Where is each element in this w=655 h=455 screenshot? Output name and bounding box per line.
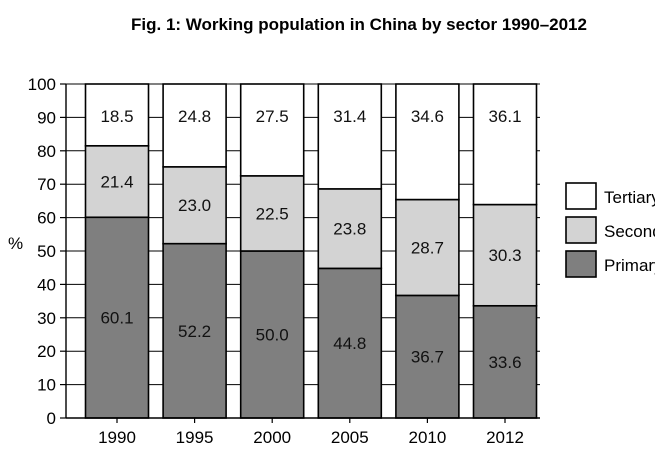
- bar-segment-2010-primary: [395, 294, 460, 419]
- bar-segment-2012-tertiary: [472, 83, 538, 206]
- bar-segment-2000-tertiary: [239, 83, 305, 177]
- data-label: 50.0: [256, 326, 289, 345]
- y-tick-label: 70: [37, 175, 56, 194]
- data-label: 31.4: [333, 107, 366, 126]
- data-label: 60.1: [100, 309, 133, 328]
- data-label: 28.7: [411, 238, 444, 257]
- legend-label-secondary: Secondary: [604, 222, 655, 241]
- x-tick-label: 2005: [331, 428, 369, 447]
- x-tick-label: 1990: [98, 428, 136, 447]
- y-tick-label: 0: [47, 409, 56, 428]
- bar-segment-1995-tertiary: [162, 83, 227, 168]
- y-tick-label: 50: [37, 242, 56, 261]
- data-label: 23.8: [333, 220, 366, 239]
- bar-segment-2012-secondary: [472, 203, 538, 307]
- y-tick-labels: 0 10 20 30 40 50 60 70 80 90 100: [28, 75, 56, 428]
- data-label: 21.4: [100, 173, 133, 192]
- bar-segment-2005-tertiary: [317, 83, 383, 190]
- legend-label-tertiary: Tertiary: [604, 188, 655, 207]
- data-label: 36.1: [488, 107, 521, 126]
- bar-segment-2000-primary: [239, 250, 305, 419]
- data-label: 34.6: [411, 107, 444, 126]
- axes: [60, 83, 540, 423]
- legend-swatch-tertiary: [565, 182, 597, 210]
- legend-swatch-secondary: [565, 216, 597, 244]
- x-tick-labels: 1990 1995 2000 2005 2010 2012: [98, 428, 524, 447]
- y-tick-label: 10: [37, 376, 56, 395]
- y-tick-label: 80: [37, 142, 56, 161]
- bar-segment-1990-tertiary: [84, 83, 150, 147]
- data-label: 23.0: [178, 196, 211, 215]
- x-tick-label: 2012: [486, 428, 524, 447]
- bar-segment-2000-secondary: [239, 175, 305, 252]
- data-label: 30.3: [488, 246, 521, 265]
- data-label: 33.6: [488, 353, 521, 372]
- x-tick-label: 2000: [253, 428, 291, 447]
- data-labels: 60.1 21.4 18.5 52.2 23.0 24.8 50.0 22.5 27.5 44.8…: [100, 107, 521, 372]
- data-label: 52.2: [178, 322, 211, 341]
- bar-segment-2010-tertiary: [395, 83, 460, 201]
- y-tick-label: 100: [28, 75, 56, 94]
- data-label: 36.7: [411, 348, 444, 367]
- y-tick-label: 60: [37, 209, 56, 228]
- legend-swatch-primary: [565, 250, 597, 278]
- data-label: 18.5: [100, 107, 133, 126]
- bar-segment-2012-primary: [472, 304, 538, 419]
- bar-segment-2005-primary: [317, 267, 383, 419]
- data-label: 24.8: [178, 107, 211, 126]
- bars: [84, 83, 538, 419]
- y-axis-label: %: [8, 234, 23, 253]
- data-label: 27.5: [256, 107, 289, 126]
- bar-segment-1995-primary: [162, 242, 227, 419]
- y-tick-label: 20: [37, 342, 56, 361]
- data-label: 44.8: [333, 334, 366, 353]
- legend: Tertiary Secondary Primary: [565, 182, 655, 278]
- x-tick-label: 1995: [176, 428, 214, 447]
- y-tick-label: 40: [37, 275, 56, 294]
- bar-segment-2005-secondary: [317, 188, 383, 270]
- legend-label-primary: Primary: [604, 256, 655, 275]
- bar-segment-1995-secondary: [162, 166, 227, 245]
- data-label: 22.5: [256, 204, 289, 223]
- x-tick-label: 2010: [408, 428, 446, 447]
- chart-title: Fig. 1: Working population in China by s…: [131, 15, 587, 34]
- y-tick-label: 90: [37, 108, 56, 127]
- y-tick-label: 30: [37, 309, 56, 328]
